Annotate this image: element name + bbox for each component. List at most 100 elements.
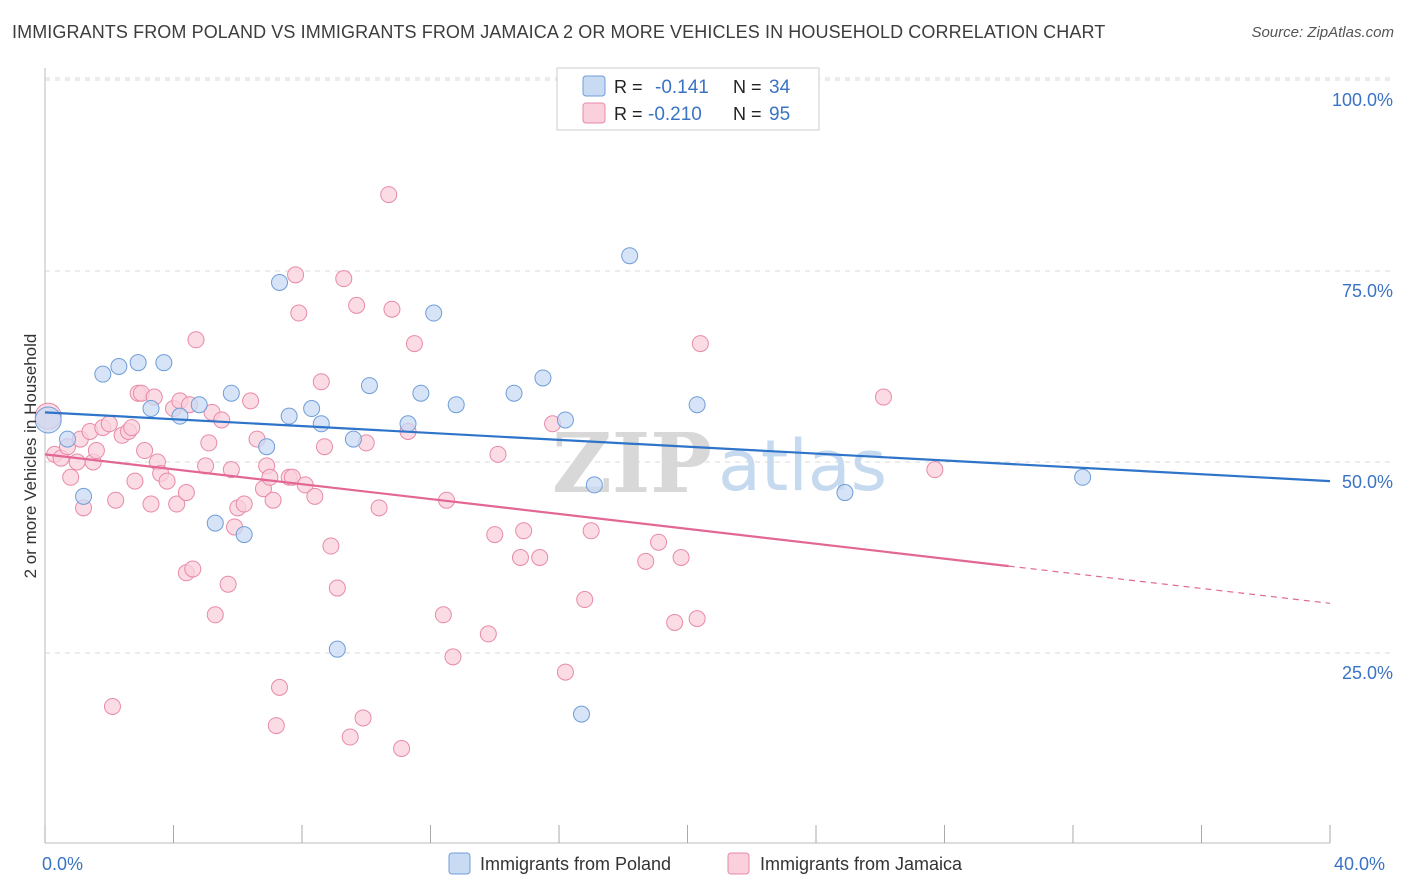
x-tick-min: 0.0%: [42, 854, 83, 874]
jamaica-point: [393, 740, 411, 757]
jamaica-point: [177, 484, 195, 502]
poland-point: [129, 354, 147, 372]
jamaica-trend-line: [44, 453, 1009, 568]
jamaica-point: [672, 549, 690, 566]
jamaica-point: [688, 610, 706, 628]
jamaica-point: [444, 648, 462, 666]
jamaica-point: [650, 533, 668, 551]
jamaica-point: [107, 491, 125, 509]
poland-point: [505, 384, 523, 402]
jamaica-point: [489, 445, 507, 463]
jamaica-point: [235, 495, 253, 513]
correlation-legend: R = -0.141 N = 34 R = -0.210 N = 95: [556, 67, 820, 131]
jamaica-point: [348, 296, 366, 314]
poland-point: [303, 400, 321, 418]
chart-title: IMMIGRANTS FROM POLAND VS IMMIGRANTS FRO…: [12, 22, 1106, 42]
jamaica-point: [213, 411, 231, 429]
jamaica-point: [219, 575, 237, 593]
axes: [44, 68, 1331, 844]
series-legend: Immigrants from Poland Immigrants from J…: [448, 852, 963, 875]
jamaica-point: [123, 419, 141, 437]
jamaica-point: [666, 613, 684, 631]
jamaica-trend-extension: [1008, 565, 1331, 604]
jamaica-point: [556, 663, 574, 681]
jamaica-point: [691, 335, 709, 353]
poland-point: [280, 407, 298, 425]
legend-r-label-1: R =: [614, 77, 643, 97]
jamaica-point: [242, 392, 260, 410]
data-points: [34, 186, 1092, 757]
poland-point: [94, 365, 112, 383]
bottom-legend-jamaica: Immigrants from Jamaica: [760, 854, 963, 874]
jamaica-point: [322, 537, 340, 555]
legend-swatch-poland: [582, 75, 606, 97]
poland-point: [688, 396, 706, 414]
y-tick-25: 25.0%: [1342, 663, 1393, 683]
jamaica-point: [168, 495, 186, 513]
jamaica-point: [341, 728, 359, 746]
poland-point: [222, 384, 240, 402]
poland-point: [360, 377, 378, 395]
jamaica-point: [187, 331, 205, 349]
jamaica-point: [103, 697, 121, 715]
jamaica-point: [287, 266, 305, 284]
poland-point: [328, 640, 346, 658]
jamaica-point: [335, 270, 353, 288]
jamaica-point: [874, 388, 892, 406]
jamaica-point: [370, 499, 388, 517]
poland-point: [258, 438, 276, 456]
poland-point: [556, 411, 574, 429]
poland-point: [344, 430, 362, 448]
legend-r-value-1: -0.141: [655, 77, 709, 98]
jamaica-point: [511, 549, 529, 566]
jamaica-point: [479, 625, 497, 643]
jamaica-point: [271, 678, 289, 696]
gridlines: [45, 77, 1395, 654]
jamaica-point: [290, 304, 308, 322]
legend-r-value-2: -0.210: [648, 104, 702, 125]
jamaica-point: [136, 442, 154, 460]
poland-point: [399, 415, 417, 433]
jamaica-point: [315, 438, 333, 456]
watermark: ZIP atlas: [552, 416, 887, 512]
jamaica-point: [264, 491, 282, 509]
poland-point: [171, 407, 189, 425]
poland-point: [271, 273, 289, 291]
poland-point: [110, 358, 128, 375]
jamaica-point: [926, 461, 944, 479]
legend-n-label-1: N =: [733, 77, 762, 97]
jamaica-point: [582, 522, 600, 540]
y-tick-75: 75.0%: [1342, 281, 1393, 301]
jamaica-point: [312, 373, 330, 391]
jamaica-point: [126, 472, 144, 490]
jamaica-point: [380, 186, 398, 204]
poland-point: [585, 476, 603, 494]
poland-point: [155, 354, 173, 372]
poland-point: [621, 247, 639, 265]
poland-point: [1074, 468, 1092, 486]
x-tick-max: 40.0%: [1334, 854, 1385, 874]
poland-trend-line: [44, 411, 1331, 483]
jamaica-point: [222, 461, 240, 479]
y-tick-100: 100.0%: [1332, 90, 1393, 110]
poland-point: [206, 514, 224, 532]
source-label: Source: ZipAtlas.com: [1251, 24, 1394, 41]
jamaica-point: [328, 579, 346, 597]
jamaica-point: [62, 468, 80, 486]
poland-point: [75, 487, 93, 505]
jamaica-point: [200, 434, 218, 452]
jamaica-point: [142, 495, 160, 513]
jamaica-point: [267, 717, 285, 735]
poland-point: [572, 705, 590, 723]
jamaica-point: [158, 472, 176, 490]
legend-n-value-1: 34: [769, 77, 791, 98]
jamaica-point: [87, 442, 105, 460]
poland-point: [190, 396, 208, 414]
jamaica-point: [531, 549, 549, 566]
jamaica-point: [486, 526, 504, 544]
legend-n-value-2: 95: [769, 104, 790, 125]
bottom-legend-poland: Immigrants from Poland: [480, 854, 671, 874]
poland-point: [142, 400, 160, 418]
poland-point: [58, 430, 76, 448]
